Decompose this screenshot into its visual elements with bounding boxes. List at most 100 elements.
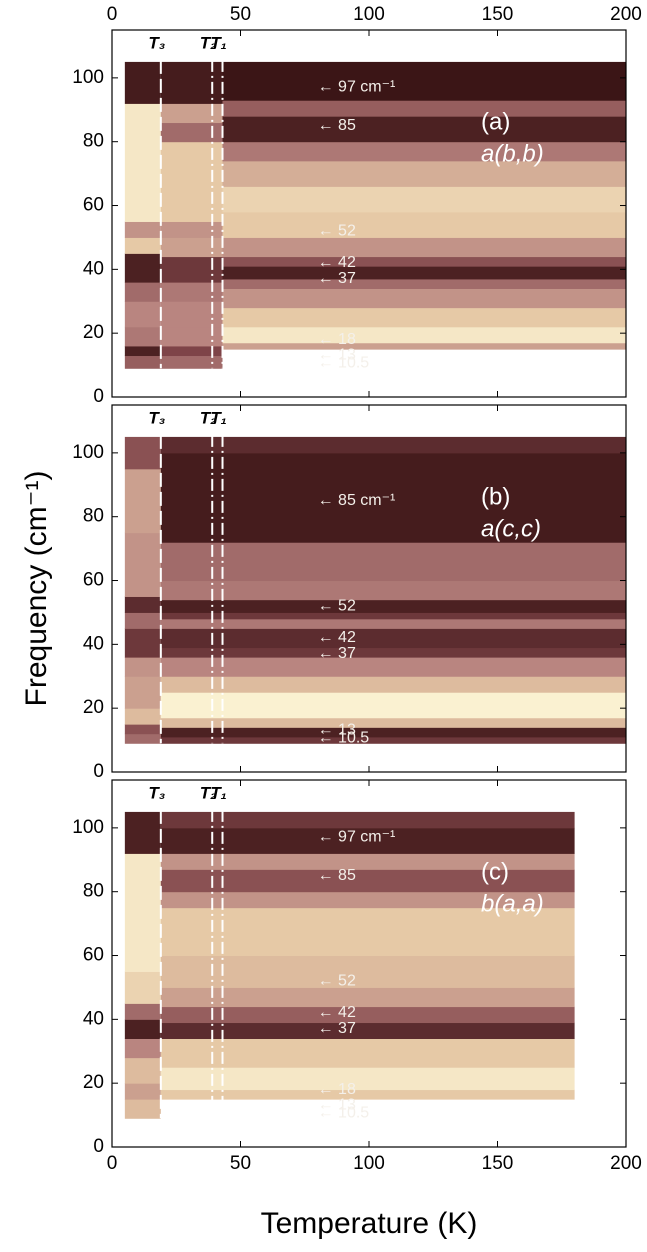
x-axis-title: Temperature (K)	[261, 1207, 478, 1240]
heat-cell	[124, 1083, 161, 1100]
heat-cell	[124, 708, 161, 725]
y-tick-label: 60	[83, 195, 104, 216]
heat-cell	[222, 100, 626, 117]
heat-cell	[124, 596, 161, 613]
heat-cell	[160, 452, 626, 543]
x-tick-label: 150	[482, 4, 514, 25]
heat-cell	[222, 211, 626, 238]
heat-cell	[160, 237, 223, 258]
heat-cell	[124, 355, 161, 369]
peak-annotation: ← 52	[318, 972, 356, 989]
heat-cell	[160, 647, 626, 658]
heat-cell	[160, 1067, 575, 1091]
heat-cell	[124, 282, 161, 302]
heat-cell	[160, 827, 575, 854]
panel-subtitle: a(c,c)	[481, 515, 541, 542]
x-tick-label: 200	[610, 1153, 642, 1174]
y-tick-label: 0	[93, 1136, 104, 1157]
peak-annotation: ← 18	[318, 331, 356, 348]
heat-cell	[160, 657, 626, 677]
heat-cell	[222, 186, 626, 213]
heat-cell	[222, 307, 626, 328]
peak-annotation: ← 97 cm⁻¹	[318, 829, 396, 846]
heat-cell	[222, 141, 626, 162]
heat-cell	[124, 468, 161, 534]
heat-cell	[160, 955, 575, 988]
y-tick-label: 80	[83, 506, 104, 527]
heat-cell	[124, 103, 161, 222]
heat-cell	[222, 61, 626, 101]
heat-cell	[160, 618, 626, 629]
peak-annotation: ← 52	[318, 597, 356, 614]
heat-cell	[124, 1003, 161, 1020]
marker-label: T₂	[200, 33, 217, 52]
heat-cell	[124, 1019, 161, 1039]
peak-annotation: ← 13	[318, 722, 356, 739]
y-tick-label: 100	[72, 817, 104, 838]
marker-label: T₃	[148, 33, 165, 52]
peak-annotation: ← 37	[318, 1020, 356, 1037]
x-tick-label: 50	[230, 4, 251, 25]
peak-annotation: ← 42	[318, 629, 356, 646]
peak-annotation: ← 85	[318, 867, 356, 884]
panel-subtitle: a(b,b)	[481, 140, 544, 167]
heat-cell	[124, 436, 161, 470]
peak-annotation: ← 10.5	[318, 730, 370, 747]
heat-cell	[160, 612, 626, 620]
heat-cell	[160, 542, 626, 582]
heat-cell	[124, 612, 161, 629]
x-tick-label: 100	[353, 1153, 385, 1174]
heat-cell	[160, 891, 575, 909]
heat-cell	[124, 326, 161, 347]
heat-cell	[160, 221, 223, 238]
heat-cell	[124, 676, 161, 709]
peak-annotation: ← 18	[318, 1081, 356, 1098]
y-tick-label: 20	[83, 322, 104, 343]
heat-cell	[160, 301, 223, 328]
x-tick-label: 50	[230, 1153, 251, 1174]
y-tick-label: 100	[72, 442, 104, 463]
heat-cell	[160, 869, 575, 893]
heat-cell	[124, 853, 161, 972]
peak-annotation: ← 13	[318, 347, 356, 364]
heat-cell	[222, 326, 626, 344]
y-tick-label: 20	[83, 697, 104, 718]
heat-cell	[124, 733, 161, 744]
heat-cell	[222, 160, 626, 187]
heat-cell	[160, 1006, 575, 1024]
heat-cell	[222, 237, 626, 258]
peak-annotation: ← 97 cm⁻¹	[318, 79, 396, 96]
heat-cell	[160, 987, 575, 1008]
heat-cell	[160, 853, 575, 870]
peak-annotation: ← 37	[318, 645, 356, 662]
marker-label: T₃	[148, 783, 165, 802]
peak-annotation: ← 85 cm⁻¹	[318, 492, 396, 509]
heat-cell	[160, 692, 626, 719]
heat-cell	[124, 971, 161, 1004]
y-tick-label: 0	[93, 386, 104, 407]
heat-cell	[160, 282, 223, 302]
heat-cell	[222, 342, 626, 350]
marker-label: T₁	[210, 783, 226, 802]
heat-cell	[160, 122, 223, 143]
peak-annotation: ← 42	[318, 1004, 356, 1021]
y-tick-label: 80	[83, 131, 104, 152]
heat-cell	[124, 1057, 161, 1084]
heat-cell	[124, 253, 161, 283]
y-axis-title: Frequency (cm⁻¹)	[20, 471, 53, 707]
heat-cell	[160, 355, 223, 369]
y-tick-label: 20	[83, 1072, 104, 1093]
y-tick-label: 80	[83, 881, 104, 902]
heat-cell	[124, 221, 161, 238]
x-tick-label: 150	[482, 1153, 514, 1174]
heat-cell	[160, 256, 223, 283]
x-tick-label: 100	[353, 4, 385, 25]
marker-label: T₁	[210, 408, 226, 427]
peak-annotation: ← 37	[318, 270, 356, 287]
heat-cell	[160, 907, 575, 957]
heat-cell	[160, 436, 626, 454]
heat-cell	[160, 1022, 575, 1039]
y-tick-label: 60	[83, 570, 104, 591]
panel-title: (c)	[481, 858, 509, 885]
peak-annotation: ← 10.5	[318, 355, 370, 372]
